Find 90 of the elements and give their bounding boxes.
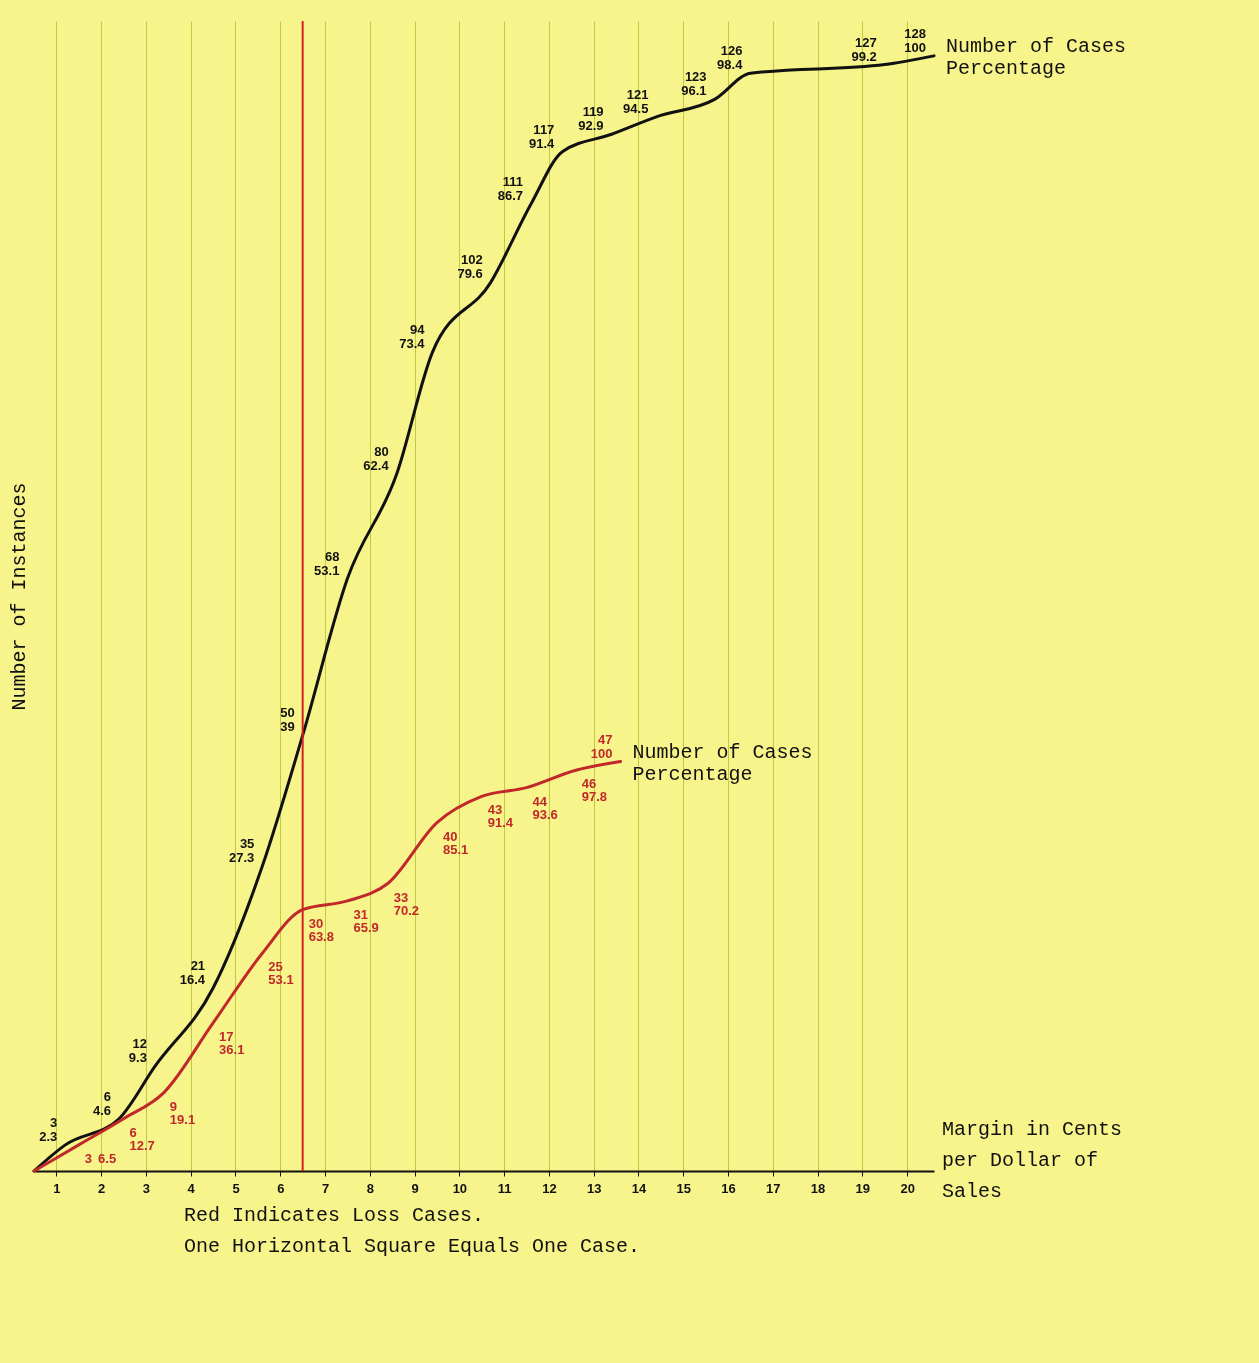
annotation: 91.4: [529, 135, 556, 151]
x-tick-label: 5: [232, 1180, 240, 1196]
data-label: 3: [84, 1150, 93, 1166]
x-tick-label: 1: [53, 1180, 61, 1196]
data-label: 25: [268, 959, 283, 975]
series-label: Number of Cases: [632, 740, 813, 764]
annotation: 92.9: [578, 118, 604, 134]
annotation: 79.6: [457, 266, 483, 282]
y-axis-title: Number of Instances: [7, 482, 31, 711]
x-tick-label: 3: [142, 1180, 151, 1196]
x-tick-label: 12: [542, 1180, 557, 1196]
data-label: 31: [353, 906, 368, 922]
data-label: 12: [132, 1036, 147, 1052]
data-label: 9: [169, 1098, 178, 1114]
annotation: 36.1: [219, 1041, 245, 1057]
data-label: 33: [393, 889, 409, 905]
data-label: 123: [684, 69, 707, 85]
annotation: 97.8: [581, 789, 608, 805]
x-tick-label: 20: [900, 1180, 915, 1196]
data-label: 121: [626, 86, 649, 102]
x-tick-label: 18: [810, 1180, 826, 1196]
annotation: 70.2: [393, 902, 420, 918]
annotation: 73.4: [399, 336, 426, 352]
data-label: 44: [532, 793, 548, 809]
x-tick-label: 11: [497, 1180, 512, 1196]
annotation: 53.1: [268, 972, 294, 988]
series-label: Number of Cases: [946, 34, 1127, 58]
data-label: 3: [50, 1114, 58, 1130]
x-tick-label: 19: [855, 1180, 871, 1196]
data-label: 35: [239, 836, 255, 852]
x-tick-label: 16: [721, 1180, 736, 1196]
x-tick-label: 4: [187, 1180, 196, 1196]
annotation: 12.7: [129, 1137, 155, 1153]
annotation: 100: [904, 39, 926, 55]
data-label: 80: [374, 444, 389, 460]
data-label: 50: [280, 705, 295, 721]
annotation: 6.5: [98, 1150, 117, 1166]
annotation: 63.8: [308, 928, 334, 944]
annotation: 9.3: [128, 1050, 147, 1066]
annotation: 16.4: [179, 972, 206, 988]
x-tick-label: 2: [98, 1180, 106, 1196]
data-label: 117: [533, 121, 555, 137]
x-tick-label: 7: [321, 1180, 330, 1196]
data-label: 17: [219, 1028, 234, 1044]
x-tick-label: 9: [411, 1180, 419, 1196]
x-tick-label: 8: [366, 1180, 374, 1196]
data-label: 127: [855, 34, 877, 50]
data-label: 102: [461, 252, 483, 268]
annotation: 91.4: [487, 815, 514, 831]
annotation: Percentage: [946, 56, 1067, 80]
annotation: 39: [280, 719, 295, 735]
data-label: 111: [502, 173, 524, 189]
x-tick-label: 17: [766, 1180, 781, 1196]
annotation: 96.1: [681, 83, 707, 99]
data-label: 94: [410, 322, 426, 338]
text: One Horizontal Square Equals One Case.: [184, 1235, 641, 1258]
annotation: 62.4: [363, 458, 390, 474]
data-label: 128: [904, 25, 926, 41]
annotation: 99.2: [851, 48, 877, 64]
annotation: 86.7: [497, 187, 524, 203]
annotation: 4.6: [93, 1102, 112, 1118]
annotation: 98.4: [717, 57, 744, 73]
annotation: 93.6: [532, 806, 558, 822]
data-label: 119: [582, 104, 604, 120]
data-label: 126: [720, 43, 743, 59]
annotation: 65.9: [353, 919, 379, 935]
annotation: 19.1: [169, 1111, 196, 1127]
annotation: 85.1: [442, 841, 469, 857]
x-tick-label: 15: [676, 1180, 691, 1196]
x-tick-label: 6: [277, 1180, 285, 1196]
text: Red Indicates Loss Cases.: [184, 1204, 485, 1227]
data-label: 68: [324, 548, 340, 564]
annotation: 94.5: [623, 100, 649, 116]
data-label: 21: [190, 958, 206, 974]
x-tick-label: 13: [586, 1180, 602, 1196]
data-label: 6: [129, 1124, 137, 1140]
data-label: 6: [103, 1088, 112, 1104]
x-tick-label: 10: [452, 1180, 468, 1196]
annotation: 2.3: [39, 1128, 58, 1144]
x-axis-title: Margin in Cents per Dollar of Sales: [942, 1118, 1123, 1203]
annotation: Percentage: [632, 762, 753, 786]
annotation: 100: [590, 745, 613, 761]
annotation: 53.1: [314, 562, 340, 578]
data-label: 30: [308, 915, 324, 931]
annotation: 27.3: [229, 850, 255, 866]
data-label: 43: [487, 802, 503, 818]
data-label: 40: [442, 828, 458, 844]
data-label: 46: [581, 776, 597, 792]
x-tick-label: 14: [631, 1180, 647, 1196]
data-label: 47: [598, 731, 613, 747]
